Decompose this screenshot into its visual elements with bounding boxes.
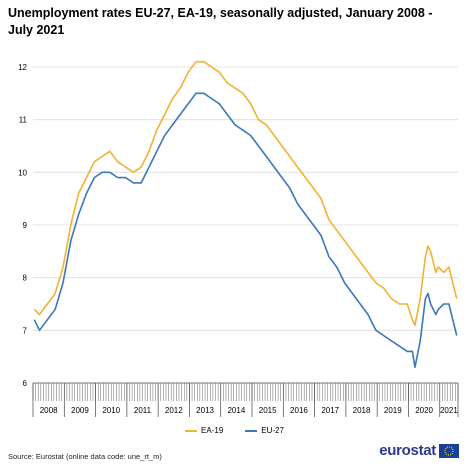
eu-flag-icon <box>439 443 459 458</box>
x-year-label: 2013 <box>196 406 214 415</box>
series-line-ea19 <box>33 60 458 326</box>
series-line-eu27 <box>33 92 458 369</box>
x-year-label: 2018 <box>353 406 371 415</box>
x-year-label: 2017 <box>321 406 339 415</box>
y-tick-label: 6 <box>23 379 28 388</box>
x-year-label: 2015 <box>259 406 277 415</box>
x-year-label: 2020 <box>415 406 433 415</box>
x-year-label: 2011 <box>134 406 152 415</box>
logo-text: eurostat <box>379 442 436 459</box>
chart-title: Unemployment rates EU-27, EA-19, seasona… <box>8 6 433 37</box>
legend-swatch-ea19 <box>185 429 198 432</box>
x-year-label: 2008 <box>40 406 58 415</box>
x-year-label: 2014 <box>227 406 245 415</box>
legend: EA-19 EU-27 <box>0 426 469 435</box>
x-year-label: 2010 <box>102 406 120 415</box>
y-tick-label: 11 <box>19 116 28 125</box>
x-year-label: 2021 <box>440 406 458 415</box>
y-tick-label: 12 <box>18 63 27 72</box>
y-tick-label: 8 <box>23 274 28 283</box>
x-year-label: 2009 <box>71 406 89 415</box>
legend-item-ea19[interactable]: EA-19 <box>185 426 223 435</box>
y-tick-label: 7 <box>23 326 28 335</box>
source-note: Source: Eurostat (online data code: une_… <box>8 452 162 461</box>
x-year-label: 2012 <box>165 406 183 415</box>
line-chart: 6 7 8 9 10 11 12 2008 2009 2010 2011 2012 2013 2014 20… <box>18 60 459 417</box>
legend-label-eu27: EU-27 <box>261 426 284 435</box>
y-tick-label: 9 <box>23 221 28 230</box>
legend-label-ea19: EA-19 <box>201 426 224 435</box>
legend-swatch-eu27 <box>245 429 258 432</box>
x-year-label: 2016 <box>290 406 308 415</box>
x-year-label: 2019 <box>384 406 402 415</box>
eurostat-logo[interactable]: eurostat <box>379 442 459 459</box>
legend-item-eu27[interactable]: EU-27 <box>245 426 284 435</box>
y-tick-label: 10 <box>18 168 27 177</box>
